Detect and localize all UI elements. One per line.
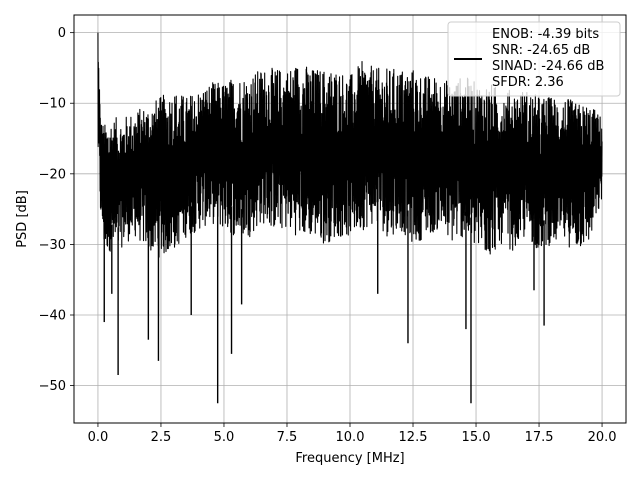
y-tick-label: −40 (39, 309, 66, 324)
legend-line-sfdr: SFDR: 2.36 (492, 75, 564, 90)
y-tick-label: −50 (39, 379, 66, 394)
legend: ENOB: -4.39 bits SNR: -24.65 dB SINAD: -… (447, 21, 621, 97)
ticks: 0.0 2.5 5.0 7.5 10.0 12.5 15.0 17.5 20.0 0 −10 −20 −… (39, 26, 617, 445)
x-tick-label: 20.0 (588, 430, 617, 445)
x-axis-label: Frequency [MHz] (295, 451, 404, 466)
legend-line-snr: SNR: -24.65 dB (492, 43, 590, 58)
y-tick-label: 0 (58, 26, 66, 41)
x-tick-label: 15.0 (462, 430, 491, 445)
y-tick-label: −30 (39, 238, 66, 253)
y-tick-label: −10 (39, 97, 66, 112)
y-tick-label: −20 (39, 167, 66, 182)
x-tick-label: 7.5 (277, 430, 298, 445)
legend-line-sinad: SINAD: -24.66 dB (492, 59, 604, 74)
psd-series-line (97, 32, 603, 258)
legend-line-enob: ENOB: -4.39 bits (492, 27, 599, 42)
x-tick-label: 2.5 (151, 430, 172, 445)
legend-box (447, 21, 621, 97)
y-axis-label: PSD [dB] (15, 190, 30, 248)
x-tick-label: 17.5 (525, 430, 554, 445)
x-tick-label: 12.5 (399, 430, 428, 445)
x-tick-label: 5.0 (214, 430, 235, 445)
plot-area (97, 32, 603, 404)
x-tick-label: 10.0 (336, 430, 365, 445)
x-tick-label: 0.0 (88, 430, 109, 445)
